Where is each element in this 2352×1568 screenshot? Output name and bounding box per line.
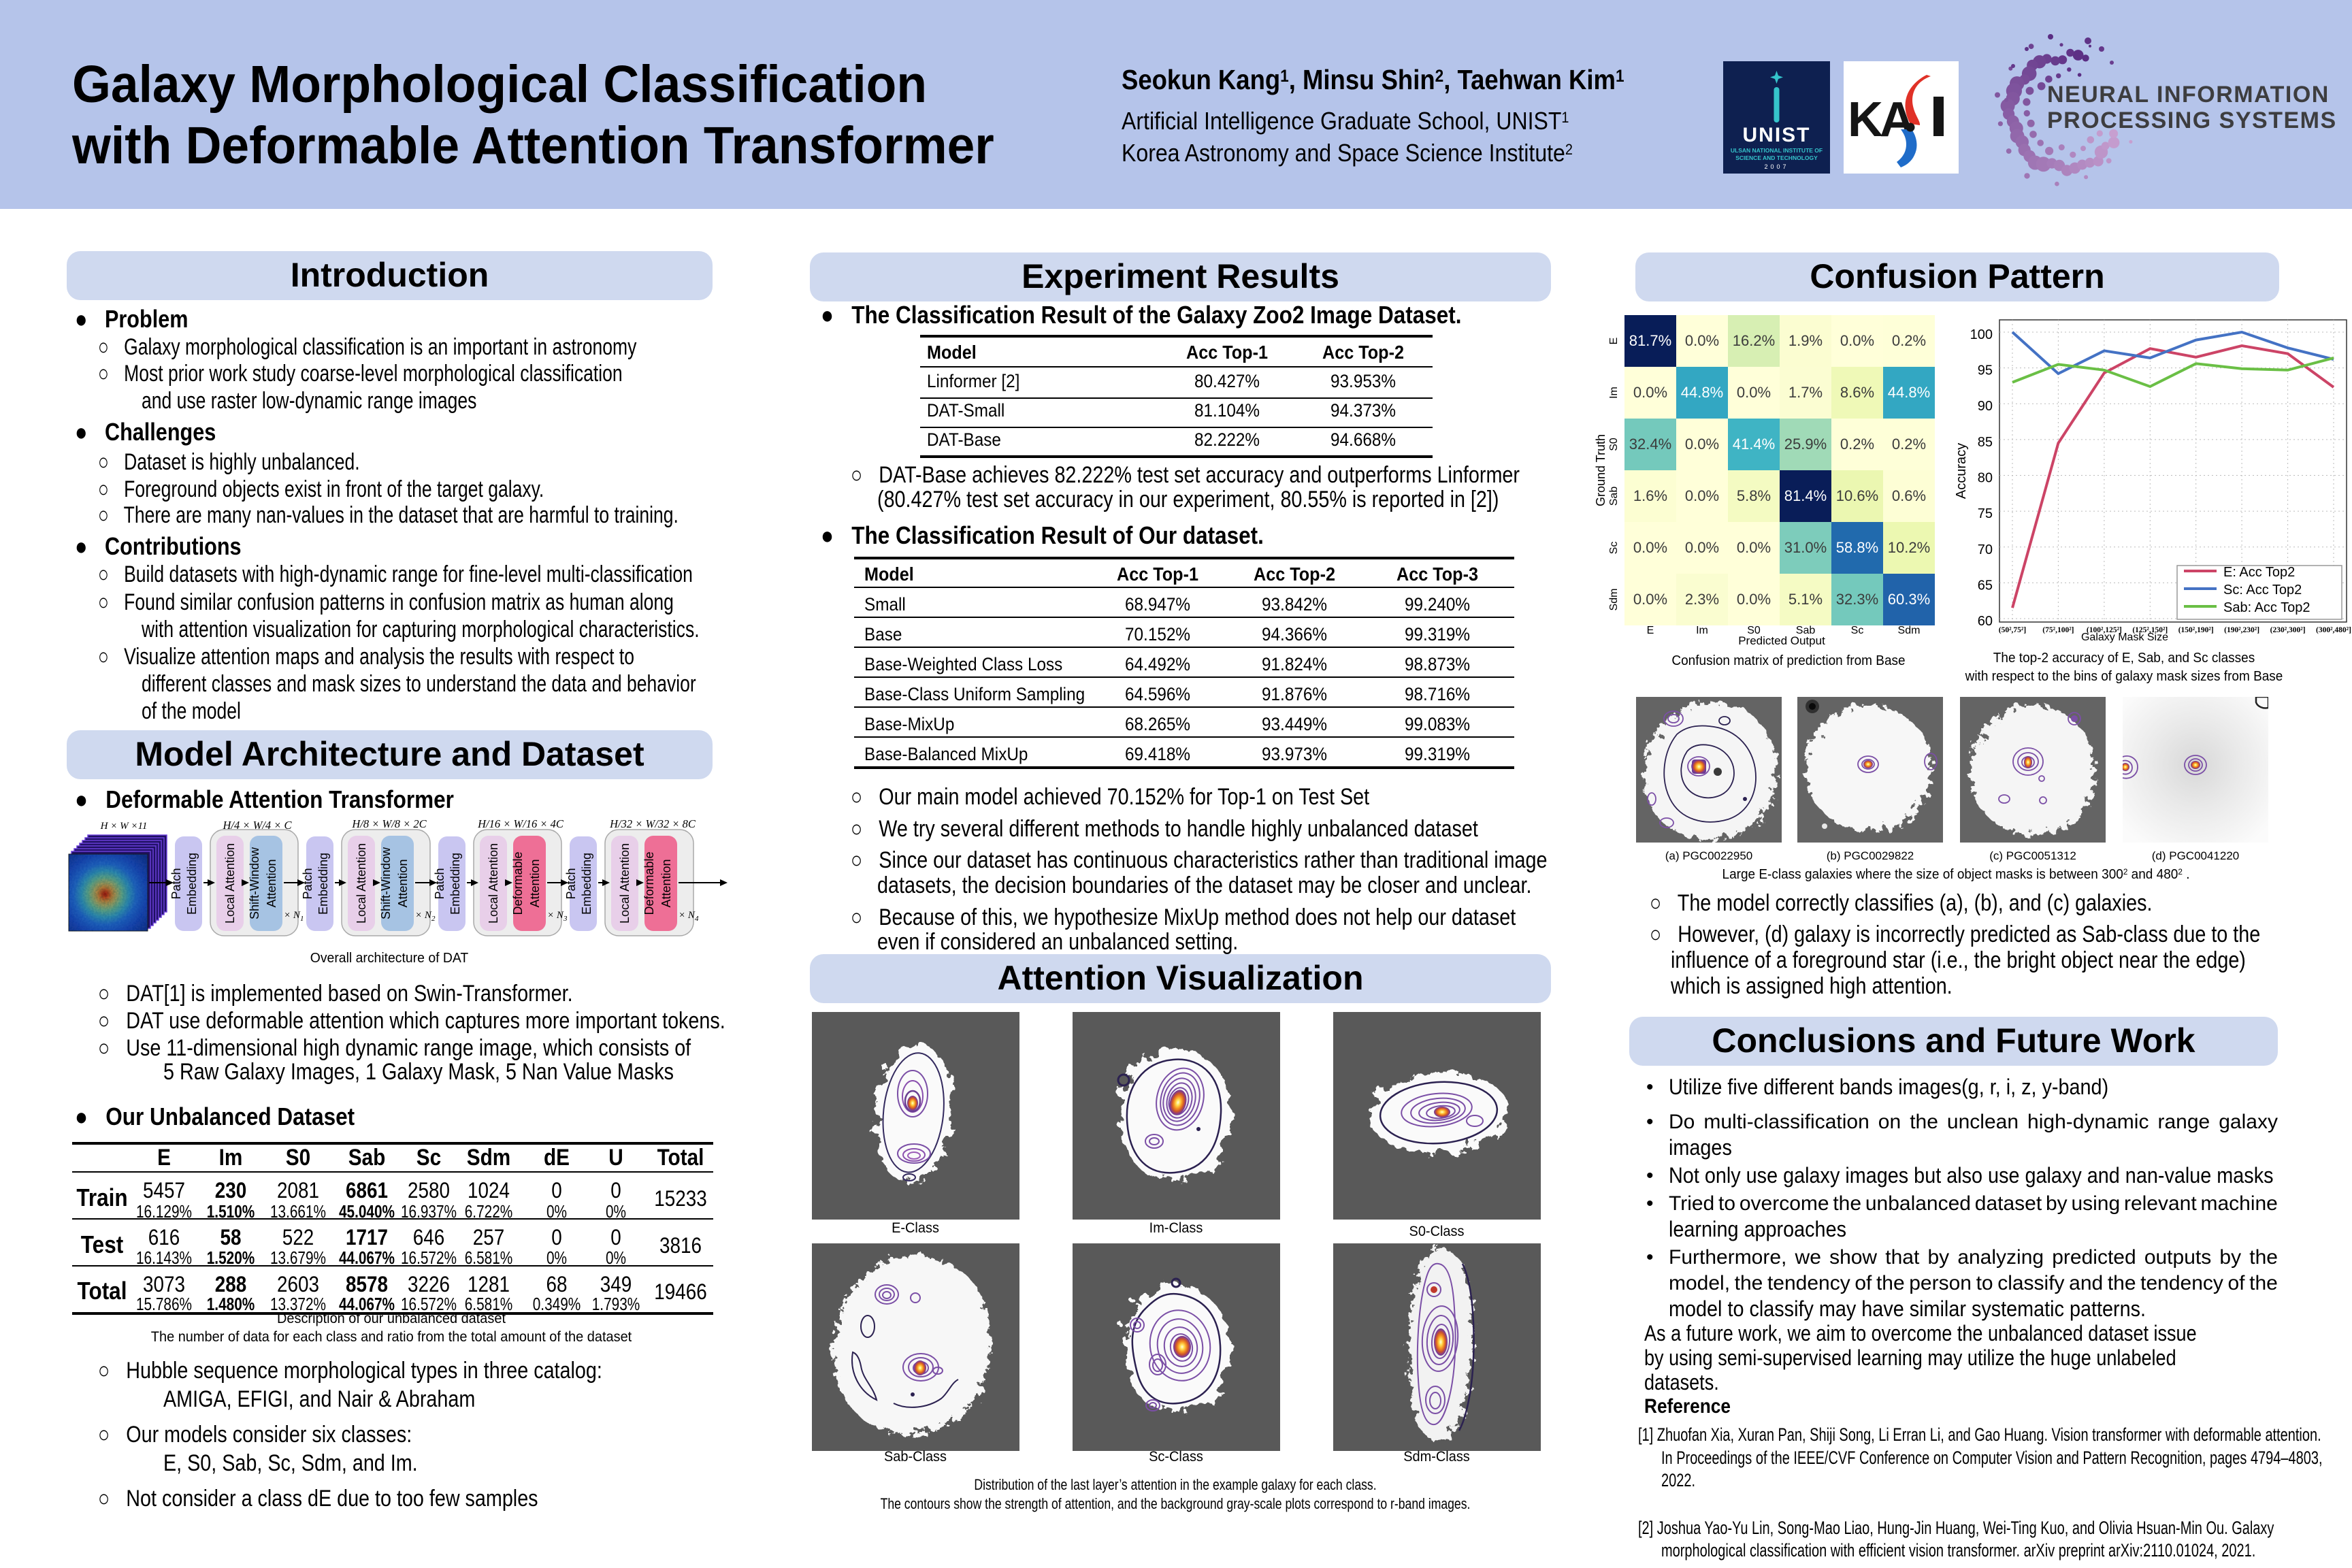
svg-text:2007: 2007 [1764, 163, 1788, 170]
svg-text:SCIENCE AND TECHNOLOGY: SCIENCE AND TECHNOLOGY [1735, 154, 1818, 161]
svg-text:H/32 × W/32 × 8C: H/32 × W/32 × 8C [609, 817, 696, 830]
svg-text:(230²,300²]: (230²,300²] [2270, 626, 2306, 634]
svg-text:4: 4 [695, 915, 699, 923]
svg-text:70: 70 [1978, 542, 1993, 557]
svg-text:(75²,100²]: (75²,100²] [2042, 626, 2074, 634]
svg-text:(100²,125²]: (100²,125²] [2087, 626, 2122, 634]
svg-text:UNIST: UNIST [1743, 124, 1811, 146]
svg-text:80: 80 [1978, 471, 1993, 486]
svg-text:75: 75 [1978, 506, 1993, 521]
svg-text:(300²,480²]: (300²,480²] [2316, 626, 2351, 634]
svg-text:2: 2 [431, 915, 436, 923]
svg-text:Sab: Acc Top2: Sab: Acc Top2 [2223, 600, 2310, 615]
svg-text:× N: × N [679, 910, 696, 921]
svg-text:(150²,190²]: (150²,190²] [2178, 626, 2214, 634]
svg-text:95: 95 [1978, 363, 1993, 378]
svg-text:60: 60 [1978, 614, 1993, 629]
svg-text:× N: × N [415, 910, 432, 921]
svg-text:(125²,150²]: (125²,150²] [2132, 626, 2168, 634]
svg-text:H/8 × W/8 × 2C: H/8 × W/8 × 2C [351, 817, 427, 830]
svg-text:(50²,75²]: (50²,75²] [1999, 626, 2026, 634]
svg-text:KA: KA [1848, 93, 1914, 147]
svg-text:90: 90 [1978, 399, 1993, 414]
svg-text:E: Acc Top2: E: Acc Top2 [2223, 565, 2295, 580]
svg-text:× N: × N [284, 910, 301, 921]
svg-text:H × W ×11: H × W ×11 [100, 821, 148, 832]
svg-text:65: 65 [1978, 578, 1993, 593]
svg-text:Accuracy: Accuracy [1954, 443, 1969, 499]
svg-text:100: 100 [1970, 327, 1993, 342]
svg-text:Galaxy Mask Size: Galaxy Mask Size [2081, 632, 2168, 643]
svg-text:3: 3 [563, 915, 568, 923]
svg-text:85: 85 [1978, 435, 1993, 450]
svg-text:ULSAN NATIONAL INSTITUTE OF: ULSAN NATIONAL INSTITUTE OF [1731, 147, 1823, 154]
svg-text:Sc: Acc Top2: Sc: Acc Top2 [2223, 583, 2302, 598]
svg-text:1: 1 [300, 915, 304, 923]
svg-text:× N: × N [547, 910, 564, 921]
svg-text:H/16 × W/16 × 4C: H/16 × W/16 × 4C [477, 817, 564, 830]
svg-text:H/4 × W/4 × C: H/4 × W/4 × C [222, 819, 292, 832]
svg-text:(190²,230²]: (190²,230²] [2224, 626, 2259, 634]
